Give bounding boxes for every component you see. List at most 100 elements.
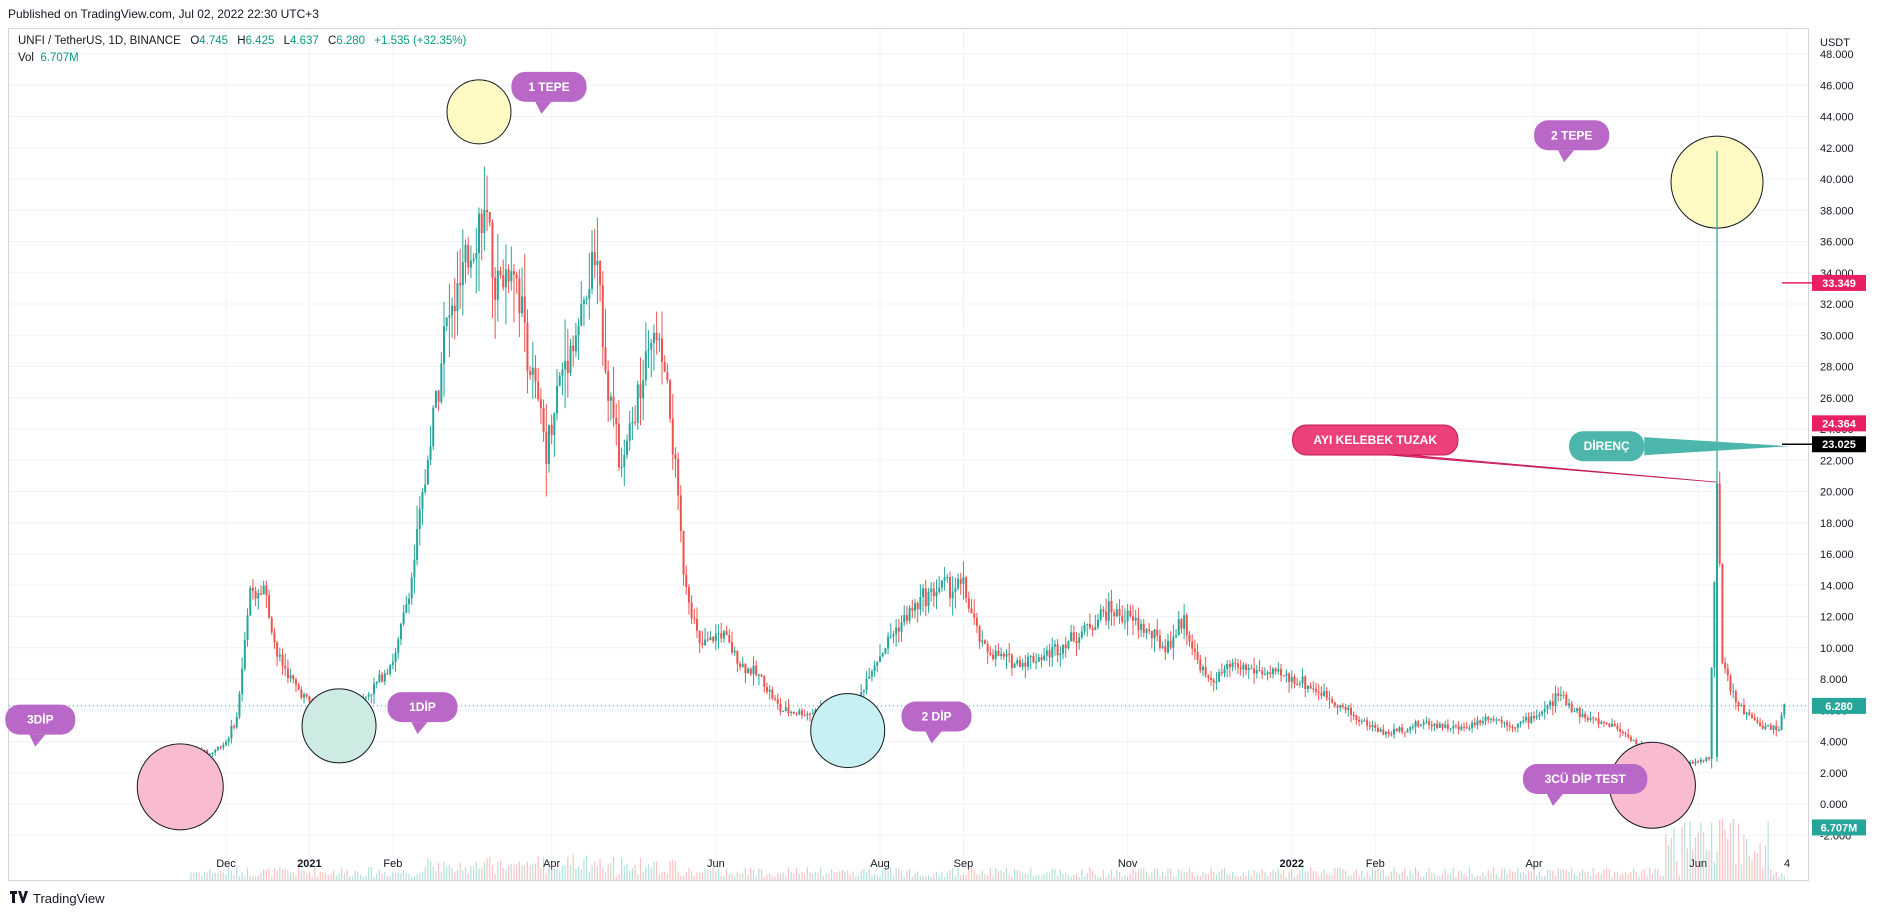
volume-bar <box>1057 875 1059 880</box>
y-tick-label: 2.000 <box>1820 768 1848 780</box>
volume-bar <box>952 868 954 880</box>
volume-bar <box>534 863 537 880</box>
candle-body <box>1430 724 1433 727</box>
volume-bar <box>246 868 249 880</box>
candle-body <box>1554 693 1557 707</box>
volume-bar <box>925 876 927 880</box>
volume-bar <box>279 867 281 880</box>
y-tick-label: 0.000 <box>1820 799 1848 811</box>
x-axis: Dec 2021 Feb Apr Jun Aug Sep Nov 2022 Feb Apr Jun 4 <box>216 858 1790 870</box>
volume-bar <box>1334 868 1336 880</box>
tradingview-logo[interactable]: TradingView <box>10 890 105 906</box>
volume-bar <box>1684 822 1686 880</box>
candle-body <box>1062 644 1065 654</box>
volume-bar <box>451 868 453 880</box>
candle-body <box>1449 728 1452 730</box>
volume-bar <box>1676 861 1678 880</box>
callout-box <box>1569 431 1645 462</box>
volume-bar <box>607 864 609 880</box>
symbol-name[interactable]: UNFI / TetherUS, 1D, BINANCE <box>18 35 181 47</box>
volume-bar <box>1764 845 1767 880</box>
candle-body <box>803 715 806 717</box>
candle-body <box>599 260 602 286</box>
y-tick-label: 14.000 <box>1820 580 1854 592</box>
x-tick-label: Feb <box>383 858 402 870</box>
grid-lines <box>9 29 1808 880</box>
candle-body <box>461 262 464 286</box>
volume-bar <box>1288 871 1290 880</box>
volume-bar <box>327 874 329 880</box>
candle-body <box>1110 601 1113 613</box>
volume-bar <box>1563 869 1565 880</box>
volume-bar <box>1635 872 1637 880</box>
volume-bar <box>965 874 967 880</box>
volume-bar <box>712 867 714 880</box>
candle-body <box>768 689 771 692</box>
candle-body <box>1541 711 1544 715</box>
volume-bar <box>1129 874 1131 880</box>
candle-body <box>973 613 976 618</box>
candle-body <box>1191 641 1194 649</box>
volume-bar <box>1145 871 1148 880</box>
volume-bar <box>373 876 375 880</box>
x-tick-label: 4 <box>1784 858 1790 870</box>
candle-body <box>469 260 472 268</box>
candle-body <box>1484 716 1487 721</box>
candle-body <box>1422 722 1425 725</box>
candle-body <box>1142 623 1145 633</box>
candle-body <box>1694 761 1697 764</box>
volume-bar <box>1404 868 1406 880</box>
volume-bar <box>774 876 776 880</box>
candle-body <box>440 363 443 402</box>
volume-bar <box>308 872 311 880</box>
candle-body <box>1258 670 1261 672</box>
candle-body <box>459 283 462 286</box>
volume-bar <box>1616 871 1619 880</box>
candle-body <box>1185 615 1188 635</box>
volume-bar <box>747 874 749 880</box>
candle-body <box>1627 734 1630 737</box>
candle-body <box>798 710 801 715</box>
candle-body <box>1699 759 1702 763</box>
volume-bar <box>1183 871 1185 880</box>
candle-body <box>1261 670 1264 675</box>
x-tick-label: 2021 <box>297 858 321 870</box>
candle-body <box>1228 664 1231 668</box>
candle-body <box>222 744 225 748</box>
candle-body <box>553 413 556 435</box>
candle-body <box>408 598 411 605</box>
candle-body <box>1767 725 1770 727</box>
volume-bar <box>876 874 878 880</box>
volume-bar <box>887 871 889 880</box>
volume-bar <box>1164 875 1166 880</box>
volume-bar <box>1436 875 1438 880</box>
candle-body <box>451 305 454 316</box>
candle-body <box>413 559 416 578</box>
candle-body <box>725 631 728 636</box>
x-tick-label: Apr <box>1525 858 1542 870</box>
volume-bar <box>1396 872 1398 880</box>
candle-body <box>558 375 561 386</box>
y-tick-label: 18.000 <box>1820 518 1854 530</box>
candle-body <box>512 271 515 275</box>
candle-body <box>695 618 698 631</box>
volume-bar <box>1713 862 1715 880</box>
volume-bar <box>795 867 798 880</box>
candle-body <box>211 752 214 754</box>
volume-bar <box>1256 872 1258 880</box>
candle-body <box>948 576 951 599</box>
candle-body <box>1433 723 1436 727</box>
candle-body <box>1010 654 1013 668</box>
volume-bar <box>1113 876 1115 880</box>
volume-bar <box>1781 873 1783 880</box>
volume-bar <box>1051 869 1053 880</box>
candle-body <box>784 707 787 711</box>
volume-bar <box>1223 867 1226 880</box>
candle-body <box>1444 724 1447 728</box>
candle-body <box>445 317 448 327</box>
volume-bar <box>1156 868 1158 880</box>
volume-bar <box>1153 868 1156 880</box>
volume-bar <box>1783 876 1785 880</box>
price-marker-box <box>1812 436 1866 453</box>
